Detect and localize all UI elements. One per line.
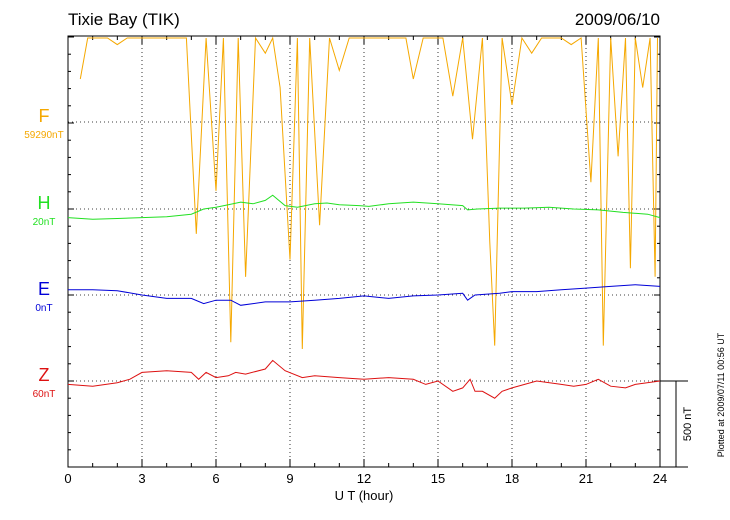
scale-bar-label: 500 nT xyxy=(682,407,694,442)
series-name-z: Z xyxy=(39,365,50,385)
x-tick-label: 12 xyxy=(357,471,371,486)
x-tick-label: 18 xyxy=(505,471,519,486)
series-line-e xyxy=(68,284,661,306)
series-baseline-e: 0nT xyxy=(35,303,52,314)
series-line-z xyxy=(67,359,661,399)
x-tick-label: 15 xyxy=(431,471,445,486)
series-lines xyxy=(67,36,661,399)
x-tick-label: 6 xyxy=(212,471,219,486)
chart-title: Tixie Bay (TIK) xyxy=(68,10,180,29)
series-baseline-f: 59290nT xyxy=(24,130,63,141)
x-tick-label: 0 xyxy=(64,471,71,486)
series-line-f xyxy=(79,36,658,350)
series-labels: F 59290nT H 20nT E 0nT Z 60nT xyxy=(24,106,63,400)
series-name-e: E xyxy=(38,279,50,299)
axis-ticks xyxy=(67,36,661,468)
series-baseline-h: 20nT xyxy=(33,217,56,228)
series-baseline-z: 60nT xyxy=(33,389,56,400)
plotted-note: Plotted at 2009/07/11 00:56 UT xyxy=(716,332,726,457)
series-line-h xyxy=(67,194,661,220)
series-name-h: H xyxy=(38,193,51,213)
x-tick-label: 24 xyxy=(653,471,667,486)
series-name-f: F xyxy=(39,106,50,126)
x-tick-label: 9 xyxy=(286,471,293,486)
x-tick-label: 3 xyxy=(138,471,145,486)
grid-lines xyxy=(68,36,660,467)
x-axis-title: U T (hour) xyxy=(335,488,394,503)
chart-date: 2009/06/10 xyxy=(575,10,660,29)
x-tick-label: 21 xyxy=(579,471,593,486)
x-tick-labels: 0 3 6 9 12 15 18 21 24 xyxy=(64,471,667,486)
